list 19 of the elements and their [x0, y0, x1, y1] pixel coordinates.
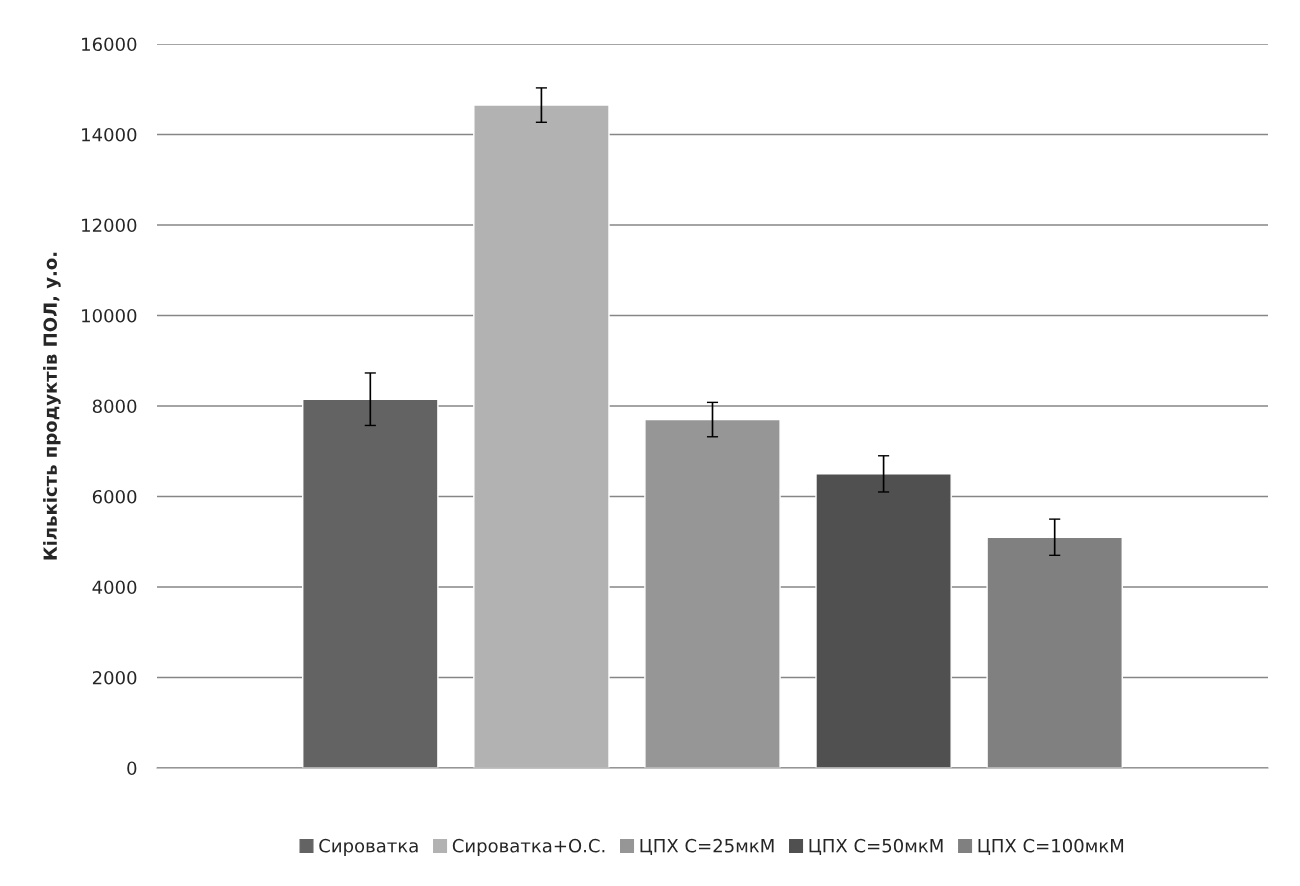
y-tick-label: 14000 — [82, 127, 137, 142]
y-tick-label: 4000 — [92, 580, 137, 595]
bar — [302, 398, 439, 768]
y-tick-label: 16000 — [82, 37, 137, 52]
legend-label: Сироватка — [319, 838, 418, 857]
y-tick-label: 8000 — [92, 399, 137, 414]
legend-label: ЦПХ С=50мкМ — [809, 838, 943, 856]
y-tick-label: 2000 — [92, 670, 137, 685]
y-axis-title: Кількість продуктів ПОЛ, у.о. — [43, 252, 61, 560]
y-tick-label: 6000 — [92, 489, 137, 504]
y-tick-label: 12000 — [82, 218, 137, 233]
legend-label: ЦПХ С=25мкМ — [640, 838, 774, 856]
y-tick-label: 0 — [127, 761, 137, 776]
y-tick-label: 10000 — [82, 308, 137, 323]
bar — [644, 418, 781, 768]
bar — [473, 104, 610, 768]
bar — [815, 473, 952, 768]
legend-label: ЦПХ С=100мкМ — [978, 838, 1124, 856]
legend-label: Сироватка+О.С. — [452, 838, 605, 857]
